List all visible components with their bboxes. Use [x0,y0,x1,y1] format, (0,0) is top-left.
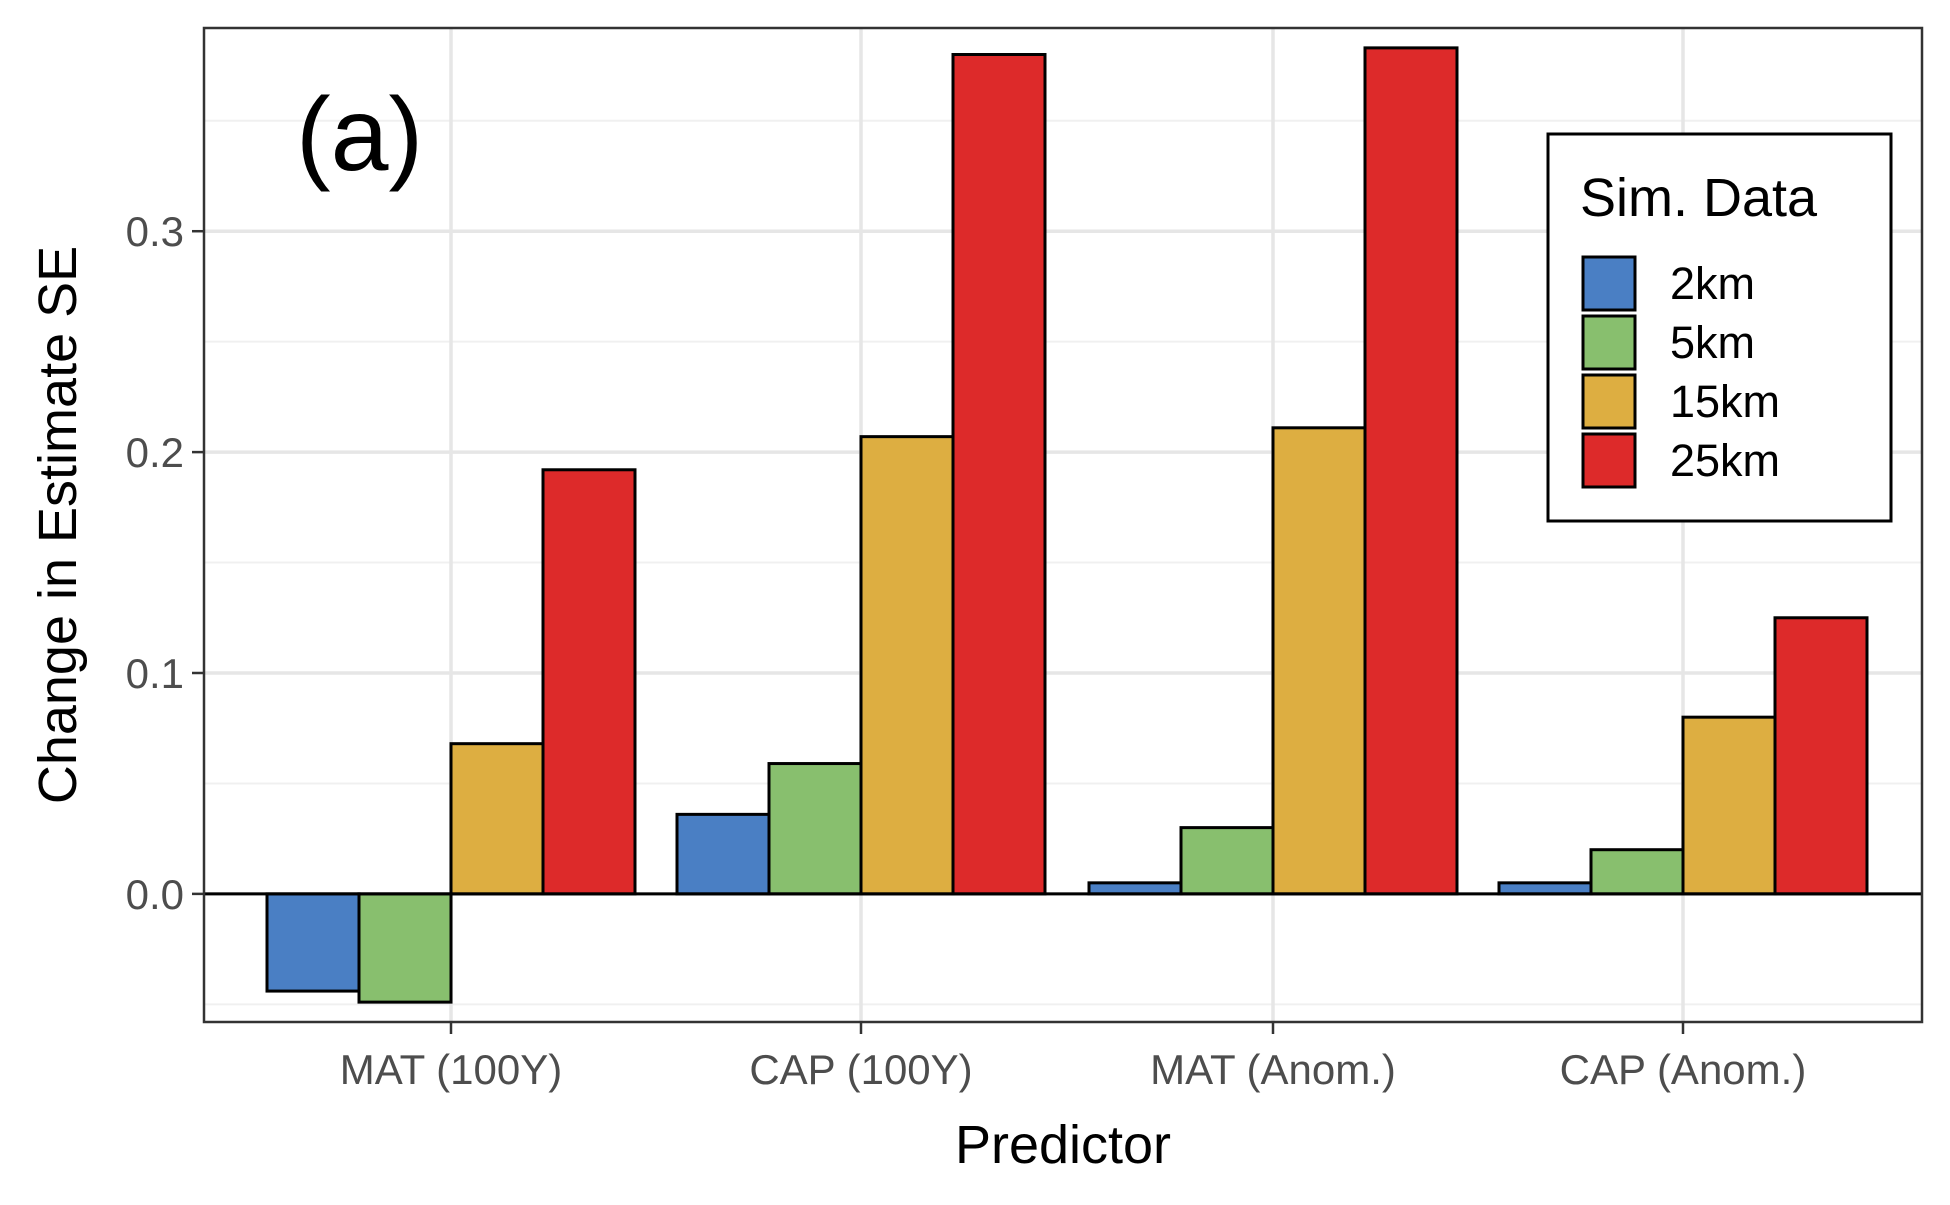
x-tick-label: CAP (100Y) [749,1046,972,1093]
bar-15km-0 [449,742,545,896]
x-axis-title: Predictor [955,1115,1171,1175]
bar-2km-2 [1087,881,1183,896]
bar-2km-0 [265,892,361,993]
bar-5km-0 [357,892,453,1004]
legend-label-15km: 15km [1670,376,1780,427]
x-tick-label: CAP (Anom.) [1560,1046,1807,1093]
x-tick-label: MAT (Anom.) [1150,1046,1396,1093]
x-tick-label: MAT (100Y) [340,1046,563,1093]
y-tick-label: 0.0 [126,871,184,918]
bar-5km-1 [767,762,863,896]
plot-panel-border [202,26,1924,1024]
y-tick-label: 0.2 [126,429,184,476]
legend-swatch-25km [1581,432,1637,489]
bar-25km-3 [1773,616,1869,896]
bar-2km-1 [675,812,771,896]
bar-25km-1 [951,53,1047,896]
bar-5km-3 [1589,848,1685,896]
bars [265,46,1869,1004]
legend-label-5km: 5km [1670,317,1755,368]
panel-label: (a) [296,77,423,193]
axis-ticks: 0.0 0.1 0.2 0.3 MAT (100Y) CAP (100Y) MAT (Ano… [126,208,1807,1093]
bar-15km-3 [1681,715,1777,896]
legend-items: 2km 5km 15km 25km [1581,255,1780,489]
legend-label-25km: 25km [1670,435,1780,486]
bar-15km-1 [859,435,955,896]
legend-swatch-5km [1581,314,1637,371]
bar-2km-3 [1497,881,1593,896]
legend-swatch-2km [1581,255,1637,312]
legend: Sim. Data 2km 5km 15km 25km [1546,132,1893,523]
bar-25km-2 [1363,46,1459,896]
bar-15km-2 [1271,426,1367,896]
bar-25km-0 [541,468,637,896]
y-axis-title: Change in Estimate SE [28,246,88,804]
legend-swatch-15km [1581,373,1637,430]
legend-label-2km: 2km [1670,258,1755,309]
bar-5km-2 [1179,826,1275,896]
y-tick-label: 0.1 [126,650,184,697]
y-tick-label: 0.3 [126,208,184,255]
legend-title: Sim. Data [1580,168,1818,228]
